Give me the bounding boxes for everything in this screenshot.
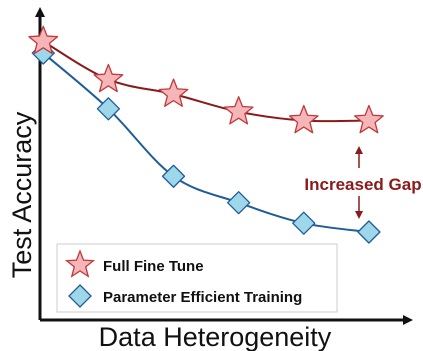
y-axis-label: Test Accuracy [7, 111, 37, 278]
star-marker-4 [288, 104, 319, 134]
x-axis-label: Data Heterogeneity [99, 322, 332, 351]
diamond-marker-4 [292, 211, 316, 235]
legend-diamond-icon [68, 284, 92, 308]
legend-label-parameter-efficient-training: Parameter Efficient Training [103, 289, 302, 306]
legend: Full Fine Tune Parameter Efficient Train… [56, 243, 338, 313]
legend-label-full-fine-tune: Full Fine Tune [103, 258, 204, 275]
star-marker-0 [28, 25, 59, 55]
star-marker-1 [93, 63, 124, 93]
series-line-parameter-efficient-training [42, 52, 370, 233]
gap-annotation: Increased Gap [304, 146, 422, 219]
star-marker-3 [223, 96, 254, 125]
legend-star-icon [64, 249, 96, 278]
series-layer [28, 25, 384, 244]
diamond-marker-3 [227, 191, 251, 215]
series-line-full-fine-tune [42, 40, 369, 123]
legend-markers [64, 249, 96, 308]
diamond-marker-5 [357, 220, 381, 244]
diamond-marker-2 [161, 164, 186, 188]
legend-box [56, 243, 338, 313]
diamond-marker-1 [96, 97, 121, 121]
star-marker-5 [354, 104, 384, 134]
star-marker-2 [158, 78, 189, 107]
gap-annotation-label: Increased Gap [304, 175, 421, 194]
